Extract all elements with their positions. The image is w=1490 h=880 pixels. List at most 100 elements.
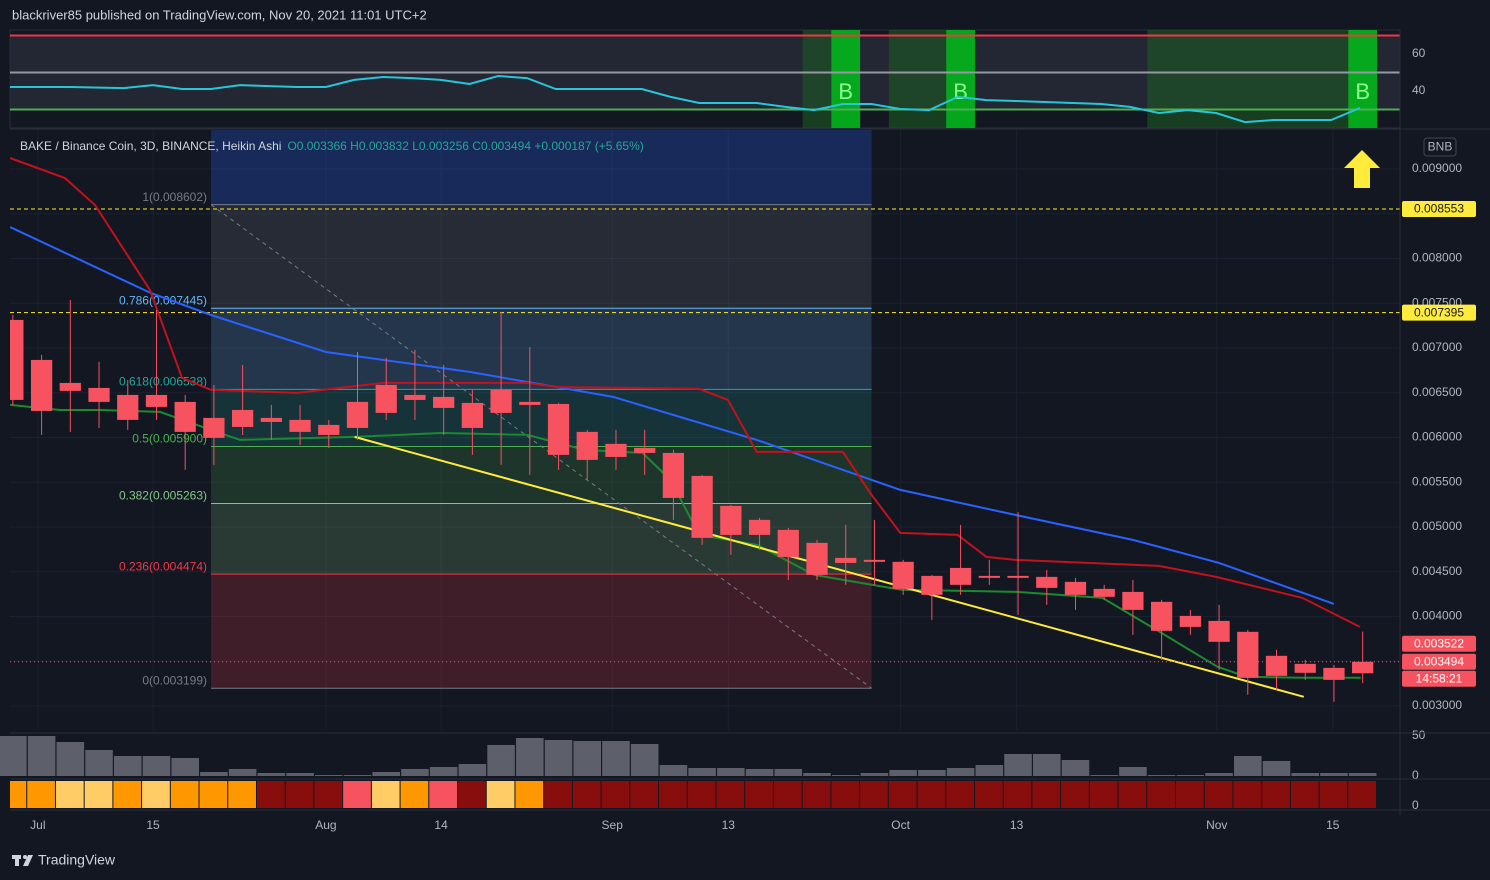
- volume-bar: [27, 736, 56, 776]
- strip-cell: [515, 781, 544, 808]
- candle-body: [978, 575, 1000, 578]
- volume-bar: [1119, 767, 1147, 776]
- y-tick-label: 0.008000: [1412, 251, 1462, 265]
- volume-bar: [56, 742, 85, 776]
- header-text: blackriver85 published on TradingView.co…: [12, 7, 427, 22]
- y-tick-label: 0.006500: [1412, 385, 1462, 399]
- legend-ohlc: O0.003366 H0.003832 L0.003256 C0.003494 …: [287, 139, 643, 153]
- strip-cell: [458, 781, 486, 808]
- candle-body: [519, 401, 541, 405]
- candle-body: [605, 443, 627, 457]
- candle-body: [662, 452, 685, 498]
- y-tick-label: 0.006000: [1412, 430, 1462, 444]
- candle-body: [1265, 655, 1288, 676]
- strip-cell: [1262, 781, 1290, 808]
- strip-cell: [1147, 781, 1175, 808]
- strip-cell: [1061, 781, 1089, 808]
- signal-label: B: [1355, 79, 1370, 104]
- volume-bar: [1061, 760, 1090, 776]
- hline-label-box: [1402, 201, 1476, 218]
- y-tick-label: 0: [1412, 768, 1419, 782]
- volume-bar: [975, 765, 1004, 776]
- strip-cell: [486, 781, 515, 808]
- candle-body: [145, 394, 168, 407]
- candle-body: [892, 561, 914, 589]
- strip-cell: [314, 781, 343, 808]
- strip-cell: [659, 781, 687, 808]
- volume-bar: [85, 750, 113, 776]
- strip-cell: [1348, 781, 1377, 808]
- candle-body: [1093, 588, 1115, 597]
- signal-zone: [1147, 30, 1378, 128]
- strip-cell: [860, 781, 888, 808]
- volume-bar: [918, 770, 946, 776]
- candle-body: [231, 409, 254, 427]
- candle-body: [1036, 576, 1058, 588]
- y-tick-label: 0.005500: [1412, 474, 1462, 488]
- candle-body: [490, 389, 512, 413]
- volume-bar: [1262, 761, 1291, 776]
- candle-body: [863, 559, 886, 562]
- strip-cell: [199, 781, 228, 808]
- candle-body: [88, 387, 110, 402]
- strip-cell: [1233, 781, 1262, 808]
- candle-body: [1064, 581, 1087, 595]
- candle-body: [30, 359, 53, 411]
- volume-bar: [860, 773, 889, 776]
- strip-cell: [55, 781, 84, 808]
- x-tick-label: Aug: [315, 818, 336, 832]
- volume-bar: [1320, 773, 1348, 776]
- strip-cell: [1175, 781, 1204, 808]
- x-tick-label: 14: [434, 818, 448, 832]
- brand-name: TradingView: [38, 852, 116, 868]
- candle-body: [174, 401, 196, 432]
- fib-label: 0.5(0.005900): [132, 432, 207, 446]
- volume-bar: [401, 769, 429, 776]
- volume-bar: [228, 769, 257, 776]
- currency-label: BNB: [1428, 140, 1453, 154]
- hline-label: 0.007395: [1414, 305, 1464, 319]
- candle-body: [1179, 615, 1201, 627]
- fib-label: 0.382(0.005263): [119, 489, 207, 503]
- fib-label: 1(0.008602): [142, 190, 207, 204]
- candle-body: [1352, 661, 1374, 674]
- volume-bar: [602, 741, 630, 776]
- candle-body: [461, 402, 484, 428]
- hline-label: 0.008553: [1414, 202, 1464, 216]
- candle-body: [1237, 631, 1259, 678]
- strip-cell: [974, 781, 1003, 808]
- candle-body: [1294, 663, 1316, 673]
- strip-cell: [343, 781, 371, 808]
- y-tick-label: 0.005000: [1412, 519, 1462, 533]
- candle-body: [720, 505, 742, 535]
- last-price-label: 0.003494: [1414, 654, 1464, 668]
- countdown-box: [1402, 670, 1476, 687]
- strip-cell: [228, 781, 256, 808]
- strip-cell: [1290, 781, 1319, 808]
- strip-cell: [256, 781, 285, 808]
- moving-average: [10, 226, 1335, 605]
- y-tick-label: 0.003000: [1412, 698, 1462, 712]
- volume-bar: [1205, 773, 1233, 776]
- strip-cell: [888, 781, 917, 808]
- strip-cell: [601, 781, 630, 808]
- fib-band: [211, 130, 872, 205]
- arrow-icon: [1344, 150, 1380, 188]
- volume-bar: [1348, 773, 1377, 776]
- y-tick-label: 40: [1412, 83, 1426, 97]
- candle-body: [289, 419, 311, 432]
- strip-cell: [802, 781, 831, 808]
- signal-column: [946, 30, 975, 128]
- strip-cell: [285, 781, 314, 808]
- volume-bar: [429, 767, 458, 776]
- hline-label-box: [1402, 304, 1476, 321]
- strip-cell: [773, 781, 802, 808]
- y-tick-label: 0: [1412, 798, 1419, 812]
- candle-body: [1208, 620, 1230, 642]
- x-tick-label: Jul: [30, 818, 45, 832]
- y-tick-label: 0.009000: [1412, 161, 1462, 175]
- volume-bar: [487, 745, 515, 776]
- y-tick-label: 0.004500: [1412, 564, 1462, 578]
- candle-body: [835, 557, 857, 563]
- candle-body: [404, 394, 426, 400]
